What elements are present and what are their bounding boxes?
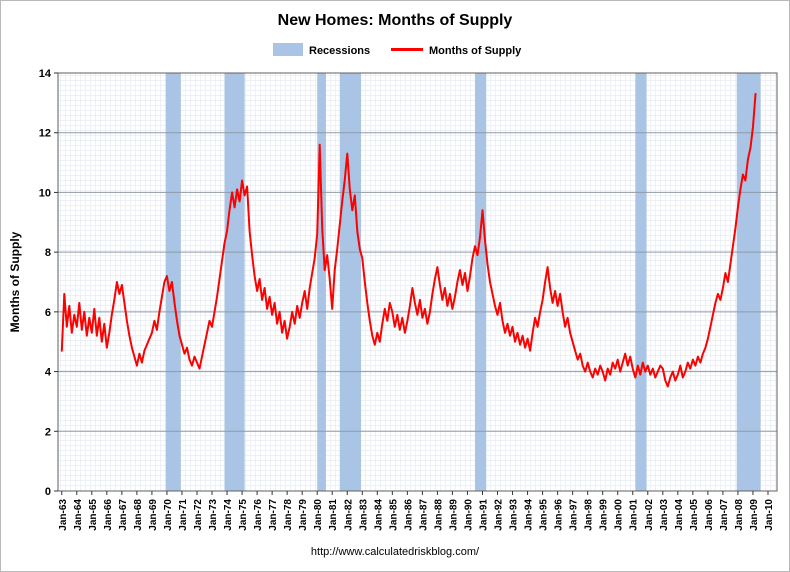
x-tick-label: Jan-73: [208, 499, 219, 531]
x-tick-label: Jan-79: [298, 499, 309, 531]
x-tick-label: Jan-76: [253, 499, 264, 531]
y-tick-label: 8: [45, 247, 51, 259]
plot-border: [57, 72, 778, 492]
legend-recessions-swatch: [273, 43, 303, 56]
legend-supply-label: Months of Supply: [429, 45, 522, 57]
y-tick-label: 14: [39, 68, 52, 80]
x-tick-label: Jan-10: [764, 499, 775, 531]
y-tick-label: 12: [39, 128, 51, 140]
months-of-supply-line: [60, 92, 757, 388]
x-tick-label: Jan-09: [749, 499, 760, 531]
x-tick-label: Jan-03: [659, 499, 670, 531]
x-tick-label: Jan-91: [478, 499, 489, 531]
x-tick-label: Jan-68: [133, 499, 144, 531]
legend: Recessions Months of Supply: [273, 43, 522, 57]
x-tick-label: Jan-92: [494, 499, 505, 531]
x-tick-label: Jan-97: [569, 499, 580, 531]
x-tick-label: Jan-78: [283, 499, 294, 531]
x-tick-label: Jan-83: [358, 499, 369, 531]
x-tick-label: Jan-81: [328, 499, 339, 531]
x-tick-label: Jan-77: [268, 499, 279, 531]
y-axis-title: Months of Supply: [8, 231, 22, 332]
y-tick-label: 10: [39, 187, 51, 199]
x-tick-label: Jan-85: [388, 499, 399, 531]
x-tick-label: Jan-66: [103, 499, 114, 531]
x-tick-label: Jan-84: [373, 499, 384, 531]
x-tick-label: Jan-82: [343, 499, 354, 531]
y-tick-label: 6: [45, 307, 51, 319]
x-tick-label: Jan-93: [509, 499, 520, 531]
x-tick-label: Jan-04: [674, 499, 685, 531]
x-tick-label: Jan-02: [644, 499, 655, 531]
plot-area: 0 2 4 6 8 10 12 14 Jan-63 Jan-64 Jan-65 Jan-66 Jan-6…: [39, 68, 778, 531]
x-tick-label: Jan-75: [238, 499, 249, 531]
x-tick-label: Jan-70: [163, 499, 174, 531]
x-tick-label: Jan-65: [88, 499, 99, 531]
x-tick-label: Jan-63: [58, 499, 69, 531]
x-tick-label: Jan-07: [719, 499, 730, 531]
x-tick-label: Jan-94: [524, 499, 535, 531]
x-tick-label: Jan-71: [178, 499, 189, 531]
x-tick-label: Jan-05: [689, 499, 700, 531]
x-tick-label: Jan-89: [448, 499, 459, 531]
recession-band: [635, 73, 647, 491]
x-tick-label: Jan-86: [403, 499, 414, 531]
x-tick-label: Jan-87: [418, 499, 429, 531]
recession-band: [736, 73, 761, 491]
x-tick-label: Jan-88: [433, 499, 444, 531]
x-tick-label: Jan-99: [599, 499, 610, 531]
x-tick-label: Jan-72: [193, 499, 204, 531]
recession-band: [339, 73, 362, 491]
x-tick-label: Jan-96: [554, 499, 565, 531]
chart-title: New Homes: Months of Supply: [278, 12, 513, 29]
y-tick-label: 2: [45, 426, 51, 438]
source-url: http://www.calculatedriskblog.com/: [311, 546, 480, 558]
legend-recessions-label: Recessions: [309, 45, 370, 57]
recession-band: [165, 73, 181, 491]
x-tick-label: Jan-64: [73, 499, 84, 531]
x-tick-label: Jan-69: [148, 499, 159, 531]
x-tick-label: Jan-90: [463, 499, 474, 531]
x-tick-label: Jan-01: [629, 499, 640, 531]
x-tick-label: Jan-67: [118, 499, 129, 531]
x-tick-label: Jan-98: [584, 499, 595, 531]
y-tick-label: 4: [45, 367, 52, 379]
recession-band: [317, 73, 326, 491]
y-tick-label: 0: [45, 486, 51, 498]
recession-band: [224, 73, 245, 491]
x-tick-label: Jan-95: [539, 499, 550, 531]
x-tick-label: Jan-08: [734, 499, 745, 531]
x-tick-label: Jan-00: [614, 499, 625, 531]
x-tick-label: Jan-74: [223, 499, 234, 531]
recession-band: [474, 73, 487, 491]
x-tick-label: Jan-80: [313, 499, 324, 531]
x-tick-label: Jan-06: [704, 499, 715, 531]
